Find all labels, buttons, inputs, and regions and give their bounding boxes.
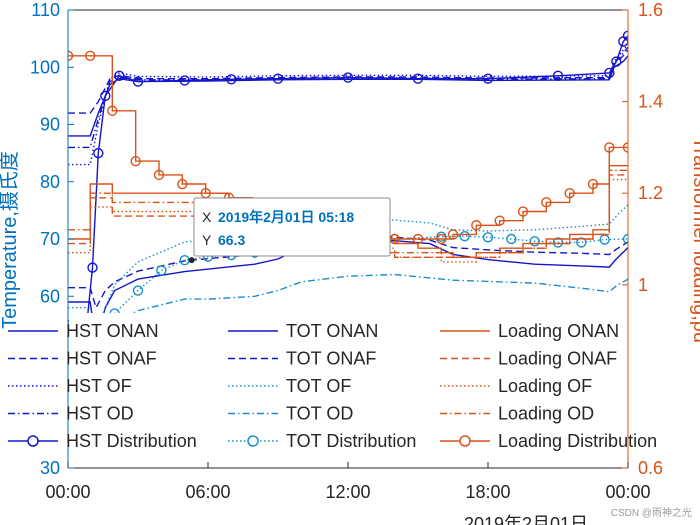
y-left-tick-label: 70 xyxy=(40,229,60,249)
y-right-tick-label: 1 xyxy=(638,275,648,295)
series-marker-hst-distribution xyxy=(179,75,190,86)
legend-marker xyxy=(27,435,39,447)
y-left-tick-label: 110 xyxy=(31,0,60,20)
x-tick-label: 00:00 xyxy=(45,482,90,502)
y-left-tick-label: 80 xyxy=(40,172,60,192)
series-marker-tot-distribution xyxy=(529,236,540,247)
y-right-tick-label: 1.4 xyxy=(638,92,663,112)
series-marker-loading-distribution xyxy=(604,142,615,153)
series-marker-hst-distribution xyxy=(552,70,564,82)
series-marker-tot-distribution xyxy=(459,230,470,242)
series-marker-hst-distribution xyxy=(482,73,494,84)
series-marker-hst-distribution xyxy=(87,262,98,273)
series-marker-loading-distribution xyxy=(130,155,141,167)
series-marker-tot-distribution xyxy=(506,233,517,245)
series-line-hst-onaf xyxy=(68,49,628,114)
ticks-layer: 30 60 70 80 90 100 110 0.6 1 1.2 1.4 1.6 00:00 06:00 1… xyxy=(30,0,663,502)
legend-marker xyxy=(247,435,259,447)
series-marker-hst-distribution xyxy=(611,56,622,67)
y-left-tick-label: 60 xyxy=(40,286,60,306)
datatip: X 2019年2月01日 05:18 Y 66.3 xyxy=(188,197,391,264)
legend-label: TOT OF xyxy=(286,376,351,396)
x-tick-label: 00:00 xyxy=(605,482,650,502)
datatip-x-key: X xyxy=(202,209,212,225)
datatip-y-value: 66.3 xyxy=(218,232,245,248)
series-line-hst-od xyxy=(68,46,628,149)
series-marker-tot-distribution xyxy=(576,237,587,248)
series-marker-hst-distribution xyxy=(132,76,144,87)
legend-label: Loading OF xyxy=(498,376,592,396)
datatip-marker xyxy=(188,257,195,264)
datatip-y-key: Y xyxy=(202,232,212,248)
legend-label: HST Distribution xyxy=(66,431,197,451)
x-tick-label: 06:00 xyxy=(185,482,230,502)
legend-label: Loading ONAN xyxy=(498,321,619,341)
series-marker-tot-distribution xyxy=(552,237,564,248)
datatip-x-value: 2019年2月01日 05:18 xyxy=(218,209,354,225)
series-line-loading-od xyxy=(68,169,628,258)
y-left-tick-label: 90 xyxy=(40,115,60,135)
legend-box xyxy=(69,313,627,457)
series-marker-tot-distribution xyxy=(482,232,494,243)
y-axis-label-left: Temperature,摄氏度 xyxy=(0,151,21,329)
y-left-tick-label: 100 xyxy=(30,57,60,77)
series-line-hst-distribution xyxy=(68,35,628,326)
series-marker-tot-distribution xyxy=(622,233,628,245)
series-marker-loading-distribution xyxy=(68,50,74,61)
series-marker-loading-distribution xyxy=(587,178,599,190)
series-marker-hst-distribution xyxy=(93,147,104,159)
series-marker-hst-distribution xyxy=(412,73,424,84)
series-marker-loading-distribution xyxy=(153,169,165,181)
watermark: CSDN @雨神之光 xyxy=(611,506,692,519)
series-line-hst-of xyxy=(68,43,628,166)
series-marker-hst-distribution xyxy=(342,72,354,83)
datatip-box xyxy=(193,197,391,257)
y-right-tick-label: 0.6 xyxy=(638,458,663,478)
legend-label: Loading ONAF xyxy=(498,349,617,369)
legend-label: HST ONAN xyxy=(66,321,159,341)
legend-label: TOT ONAF xyxy=(286,349,376,369)
series-marker-loading-distribution xyxy=(447,229,459,240)
series-marker-hst-distribution xyxy=(114,70,125,82)
series-marker-loading-distribution xyxy=(107,105,118,116)
series-marker-loading-distribution xyxy=(471,220,482,231)
series-marker-hst-distribution xyxy=(604,67,615,79)
x-axis-label: 2019年2月01日 xyxy=(464,514,588,525)
series-marker-loading-distribution xyxy=(564,187,575,199)
series-marker-loading-distribution xyxy=(436,233,447,245)
x-tick-label: 18:00 xyxy=(465,482,510,502)
legend-label: Loading OD xyxy=(498,404,594,424)
legend-label: Loading Distribution xyxy=(498,431,657,451)
y-left-tick-label: 30 xyxy=(40,458,60,478)
legend: HST ONAN HST ONAF HST OF HST OD HST Distribu… xyxy=(8,313,657,457)
series-marker-hst-distribution xyxy=(272,73,284,84)
series-marker-loading-distribution xyxy=(494,215,505,226)
y-right-tick-label: 1.2 xyxy=(638,183,663,203)
legend-label: TOT ONAN xyxy=(286,321,378,341)
legend-label: HST OF xyxy=(66,376,132,396)
y-right-tick-label: 1.6 xyxy=(638,0,663,20)
legend-label: TOT OD xyxy=(286,404,353,424)
series-line-hst-onan xyxy=(68,55,628,137)
series-marker-loading-distribution xyxy=(517,206,529,217)
series-marker-loading-distribution xyxy=(412,233,424,245)
x-tick-label: 12:00 xyxy=(325,482,370,502)
series-marker-hst-distribution xyxy=(100,90,111,102)
series-marker-loading-distribution xyxy=(541,197,552,208)
series-marker-tot-distribution xyxy=(132,285,144,296)
series-marker-hst-distribution xyxy=(622,30,628,41)
series-marker-loading-distribution xyxy=(622,142,628,153)
legend-label: TOT Distribution xyxy=(286,431,416,451)
y-axis-label-right: Transformer loading,pu xyxy=(689,137,700,343)
series-marker-hst-distribution xyxy=(226,74,237,85)
series-marker-loading-distribution xyxy=(84,50,96,61)
legend-label: HST OD xyxy=(66,404,134,424)
legend-label: HST ONAF xyxy=(66,349,157,369)
series-marker-tot-distribution xyxy=(156,265,167,276)
series-marker-loading-distribution xyxy=(177,178,188,190)
legend-marker xyxy=(459,435,471,447)
